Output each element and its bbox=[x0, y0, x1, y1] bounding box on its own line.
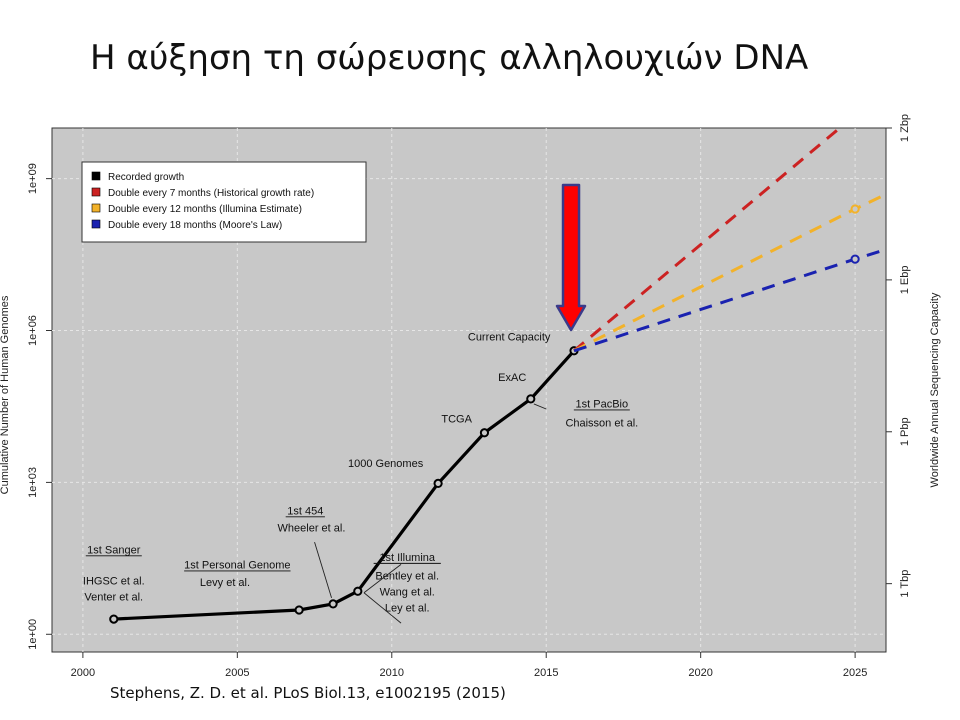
citation: Stephens, Z. D. et al. PLoS Biol.13, e10… bbox=[110, 684, 506, 702]
series-line bbox=[573, 128, 843, 352]
annotation-leader bbox=[533, 403, 547, 410]
annotation-label: 1st Sanger bbox=[87, 544, 141, 556]
annotation-leader bbox=[314, 542, 332, 598]
annotation-label: 1st Personal Genome bbox=[184, 559, 290, 571]
annotation-label: Ley et al. bbox=[385, 603, 430, 615]
x-tick-label: 2025 bbox=[843, 667, 867, 679]
legend-swatch bbox=[91, 203, 101, 213]
annotation-label: 1st PacBio bbox=[576, 398, 629, 410]
data-point bbox=[433, 478, 443, 489]
series-line bbox=[113, 349, 576, 621]
annotation-label: Venter et al. bbox=[84, 592, 143, 604]
x-tick-label: 2010 bbox=[380, 667, 404, 679]
y-tick-label: 1e+00 bbox=[27, 619, 39, 650]
data-point bbox=[328, 599, 338, 609]
x-tick-label: 2005 bbox=[225, 667, 249, 679]
annotation-label: Current Capacity bbox=[468, 332, 551, 344]
annotation-label: TCGA bbox=[441, 414, 472, 426]
legend-label: Double every 18 months (Moore's Law) bbox=[108, 220, 282, 231]
y-tick-label: 1e+06 bbox=[27, 315, 39, 346]
projection-marker bbox=[850, 204, 860, 214]
y-right-tick-label: 1 Tbp bbox=[899, 570, 911, 598]
legend-label: Double every 12 months (Illumina Estimat… bbox=[108, 204, 302, 215]
annotation-leader bbox=[363, 592, 402, 624]
annotation-label: Bentley et al. bbox=[375, 571, 439, 583]
annotation-label: IHGSC et al. bbox=[83, 576, 145, 588]
slide-title: Η αύξηση τη σώρευσης αλληλουχιών DNA bbox=[90, 38, 809, 78]
data-point bbox=[294, 605, 304, 615]
legend-swatch bbox=[91, 171, 101, 181]
annotation-leader bbox=[363, 564, 402, 594]
data-point bbox=[353, 586, 363, 596]
data-point bbox=[479, 428, 490, 438]
y-right-tick-label: 1 Ebp bbox=[899, 266, 911, 295]
legend-swatch bbox=[91, 219, 101, 229]
data-point bbox=[526, 394, 536, 404]
y-tick-label: 1e+09 bbox=[27, 163, 39, 194]
y-tick-label: 1e+03 bbox=[27, 467, 39, 498]
annotation-label: 1000 Genomes bbox=[348, 458, 424, 470]
data-point bbox=[109, 614, 119, 624]
y-right-tick-label: 1 Zbp bbox=[899, 114, 911, 142]
annotation-label: 1st Illumina bbox=[379, 552, 436, 564]
x-tick-label: 2000 bbox=[71, 667, 95, 679]
x-tick-label: 2015 bbox=[534, 667, 558, 679]
legend-label: Double every 7 months (Historical growth… bbox=[108, 188, 314, 199]
annotation-label: Wheeler et al. bbox=[278, 523, 346, 535]
annotation-label: 1st 454 bbox=[287, 505, 323, 517]
highlight-arrow bbox=[555, 183, 587, 332]
annotation-label: Chaisson et al. bbox=[565, 418, 638, 430]
legend-swatch bbox=[91, 187, 101, 197]
legend-box bbox=[81, 161, 367, 243]
projection-marker bbox=[850, 254, 860, 264]
y-right-axis-label: Worldwide Annual Sequencing Capacity bbox=[929, 292, 941, 487]
y-axis-label: Cumulative Number of Human Genomes bbox=[0, 295, 11, 494]
x-tick-label: 2020 bbox=[688, 667, 712, 679]
y-right-tick-label: 1 Pbp bbox=[899, 417, 911, 446]
annotation-label: Levy et al. bbox=[200, 577, 250, 589]
annotation-label: ExAC bbox=[498, 372, 526, 384]
legend-label: Recorded growth bbox=[108, 172, 184, 183]
annotation-label: Wang et al. bbox=[380, 587, 435, 599]
